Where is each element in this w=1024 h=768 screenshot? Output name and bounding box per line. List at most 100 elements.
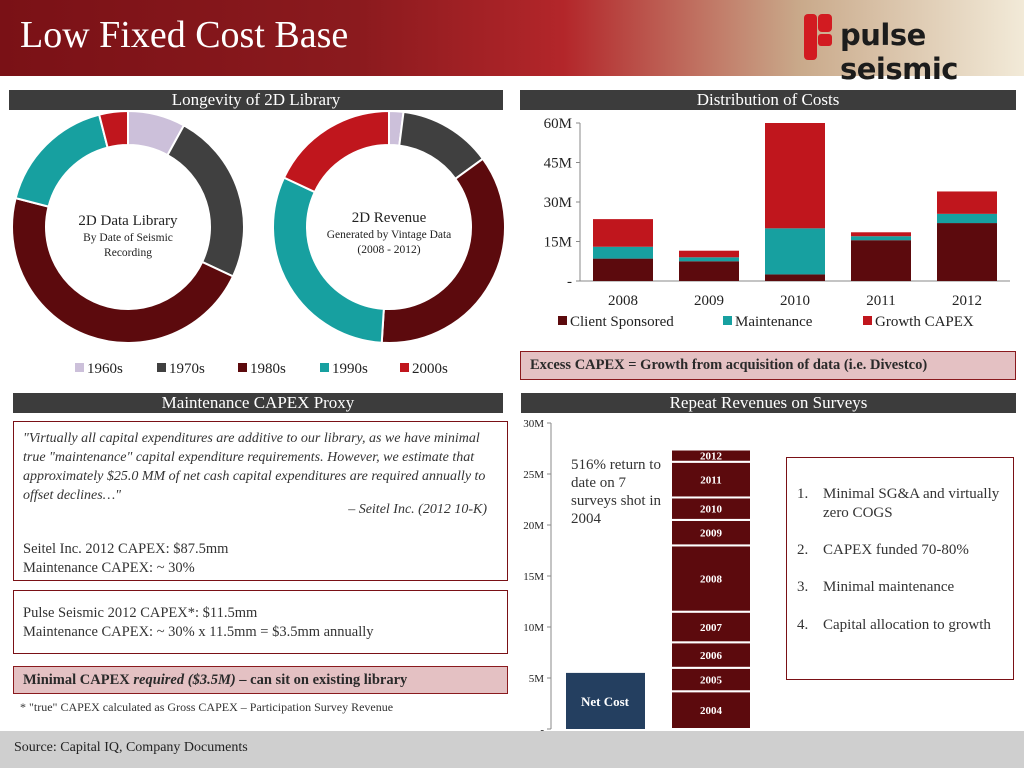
y-tick-label: 10M bbox=[523, 622, 544, 634]
pulse-maintenance: Maintenance CAPEX: ~ 30% x 11.5mm = $3.5… bbox=[23, 624, 374, 640]
y-tick-label: 5M bbox=[529, 673, 545, 685]
y-tick-label: 20M bbox=[523, 520, 544, 532]
x-tick-label: 2008 bbox=[608, 293, 638, 309]
list-text: Minimal maintenance bbox=[823, 579, 955, 595]
donut2-subtitle-a: Generated by Vintage Data bbox=[327, 229, 452, 241]
donut1-title: 2D Data Library bbox=[78, 213, 178, 229]
library-slice-4 bbox=[97, 109, 129, 149]
bar-2008-2 bbox=[593, 219, 653, 247]
y-tick-label: - bbox=[540, 724, 544, 736]
donut1-subtitle-b: Recording bbox=[104, 247, 152, 259]
section-header-distribution: Distribution of Costs bbox=[520, 90, 1016, 110]
revenue-segment-label: 2010 bbox=[700, 504, 723, 516]
bar-2010-0 bbox=[765, 274, 825, 281]
y-tick-label: 30M bbox=[523, 418, 544, 430]
revenue-segment-label: 2008 bbox=[700, 574, 723, 586]
x-tick-label: 2012 bbox=[952, 293, 982, 309]
legend-swatch bbox=[863, 316, 872, 325]
list-text: CAPEX funded 70-80% bbox=[823, 542, 969, 558]
bar-2012-1 bbox=[937, 213, 997, 224]
list-number: 2. bbox=[797, 542, 809, 558]
legend-swatch-1970s bbox=[157, 363, 166, 372]
revenue-segment-2012 bbox=[670, 448, 752, 463]
donut2-title: 2D Revenue bbox=[352, 210, 427, 226]
donut-legend: 1960s 1970s 1980s 1990s 2000s bbox=[75, 361, 448, 377]
library-slice-2 bbox=[11, 196, 235, 344]
legend-swatch bbox=[723, 316, 732, 325]
quote-source: – Seitel Inc. (2012 10-K) bbox=[348, 502, 487, 517]
donut-library bbox=[11, 109, 245, 344]
legend-label: Growth CAPEX bbox=[875, 314, 974, 330]
bar-2010-1 bbox=[765, 228, 825, 275]
minimal-capex-b: required ($3.5M) bbox=[133, 672, 236, 688]
bar-2008-1 bbox=[593, 246, 653, 259]
return-text: 516% return to date on 7 surveys shot in… bbox=[571, 457, 661, 527]
company-logo: pulse seismic bbox=[800, 12, 1016, 86]
revenue-slice-4 bbox=[282, 109, 390, 194]
distribution-chart: - 15M 30M 45M 60M 2008 2009 2010 2011 2012 Client … bbox=[544, 116, 1010, 330]
pulse-capex-box: Pulse Seismic 2012 CAPEX*: $11.5mm Maint… bbox=[13, 590, 508, 654]
y-tick-label: 30M bbox=[544, 195, 572, 211]
list-text: Capital allocation to growth bbox=[823, 617, 991, 633]
minimal-capex-c: – can sit on existing library bbox=[235, 672, 408, 688]
logo-text: pulse seismic bbox=[840, 18, 958, 86]
legend-swatch-1990s bbox=[320, 363, 329, 372]
revenue-slice-3 bbox=[272, 176, 385, 344]
y-tick-label: 15M bbox=[544, 235, 572, 251]
capex-footnote: * "true" CAPEX calculated as Gross CAPEX… bbox=[20, 700, 394, 714]
x-tick-label: 2010 bbox=[780, 293, 810, 309]
donut1-subtitle-a: By Date of Seismic bbox=[83, 232, 173, 244]
revenue-segment-label: 2009 bbox=[700, 528, 723, 540]
list-text: Minimal SG&A and virtually zero COGS bbox=[823, 486, 1000, 521]
bar-2008-0 bbox=[593, 258, 653, 281]
bar-2009-0 bbox=[679, 261, 739, 281]
section-header-maintenance: Maintenance CAPEX Proxy bbox=[13, 393, 503, 413]
legend-label-1960s: 1960s bbox=[87, 361, 123, 377]
footer: Source: Capital IQ, Company Documents bbox=[0, 731, 1024, 768]
quote-box: "Virtually all capital expenditures are … bbox=[13, 421, 508, 581]
seitel-quote: "Virtually all capital expenditures are … bbox=[23, 431, 486, 503]
legend-label-1980s: 1980s bbox=[250, 361, 286, 377]
donut2-subtitle-b: (2008 - 2012) bbox=[357, 244, 420, 256]
footer-source: Source: Capital IQ, Company Documents bbox=[14, 740, 248, 755]
legend-label-1970s: 1970s bbox=[169, 361, 205, 377]
page-title: Low Fixed Cost Base bbox=[20, 14, 349, 56]
revenue-segment-2007 bbox=[670, 610, 752, 644]
bar-2010-2 bbox=[765, 123, 825, 229]
x-tick-label: 2011 bbox=[866, 293, 895, 309]
legend-label-1990s: 1990s bbox=[332, 361, 368, 377]
y-tick-label: 15M bbox=[523, 571, 544, 583]
seitel-maintenance: Maintenance CAPEX: ~ 30% bbox=[23, 560, 195, 576]
section-header-repeat: Repeat Revenues on Surveys bbox=[521, 393, 1016, 413]
library-slice-3 bbox=[14, 113, 109, 208]
y-tick-label: 25M bbox=[523, 469, 544, 481]
revenue-segment-label: 2004 bbox=[700, 705, 723, 717]
donut-charts: 2D Data Library By Date of Seismic Recor… bbox=[11, 109, 506, 377]
legend-label-2000s: 2000s bbox=[412, 361, 448, 377]
bar-2011-2 bbox=[851, 232, 911, 237]
legend-swatch-2000s bbox=[400, 363, 409, 372]
legend-swatch bbox=[558, 316, 567, 325]
bar-2011-0 bbox=[851, 240, 911, 281]
list-number: 1. bbox=[797, 486, 809, 502]
bar-2011-1 bbox=[851, 236, 911, 241]
list-number: 4. bbox=[797, 617, 809, 633]
revenue-segment-label: 2012 bbox=[700, 451, 723, 463]
revenue-segment-2008 bbox=[670, 544, 752, 613]
pulse-logo-icon bbox=[804, 14, 832, 60]
legend-swatch-1960s bbox=[75, 363, 84, 372]
key-points-box: 1. Minimal SG&A and virtually zero COGS … bbox=[786, 457, 1014, 680]
seitel-capex: Seitel Inc. 2012 CAPEX: $87.5mm bbox=[23, 541, 229, 557]
library-slice-1 bbox=[166, 123, 245, 278]
minimal-capex-a: Minimal CAPEX bbox=[23, 672, 134, 688]
revenue-slice-2 bbox=[380, 157, 506, 344]
legend-swatch-1980s bbox=[238, 363, 247, 372]
legend-label: Maintenance bbox=[735, 314, 813, 330]
donut-revenue bbox=[272, 109, 506, 344]
net-cost-label: Net Cost bbox=[581, 694, 630, 709]
revenue-segment-label: 2005 bbox=[700, 675, 723, 687]
revenue-segment-2009 bbox=[670, 518, 752, 547]
bar-2009-1 bbox=[679, 257, 739, 262]
bar-2012-2 bbox=[937, 191, 997, 214]
net-cost-bar bbox=[566, 672, 645, 729]
